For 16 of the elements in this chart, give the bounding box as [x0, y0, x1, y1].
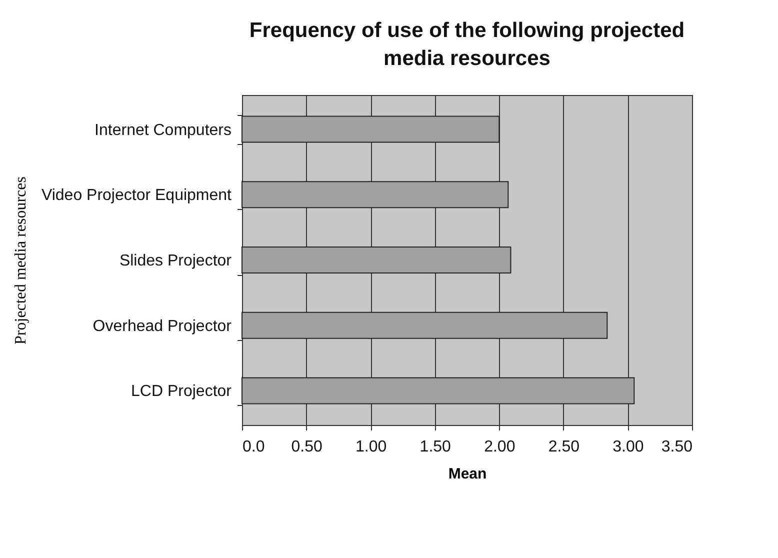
x-tick-label: 0.50	[291, 438, 322, 456]
y-tick-label: LCD Projector	[131, 383, 232, 400]
chart-title: Frequency of use of the following projected media resources	[249, 19, 685, 70]
y-axis-title: Projected media resources	[12, 176, 30, 344]
y-tick-label: Slides Projector	[119, 252, 232, 270]
x-tick-label: 3.00	[612, 438, 644, 456]
x-tick-label: 1.50	[420, 438, 452, 456]
x-tick-label: 1.00	[356, 438, 387, 456]
x-tick-label: 0.0	[242, 438, 265, 456]
x-tick-label: 2.50	[548, 438, 580, 456]
x-tick-label: 3.50	[661, 438, 693, 456]
y-tick-label: Video Projector Equipment	[41, 187, 232, 204]
x-axis-title: Mean	[448, 466, 487, 482]
x-tick-label: 2.00	[484, 438, 516, 456]
y-tick-label: Internet Computers	[94, 122, 232, 139]
y-tick-label: Overhead Projector	[92, 318, 232, 335]
